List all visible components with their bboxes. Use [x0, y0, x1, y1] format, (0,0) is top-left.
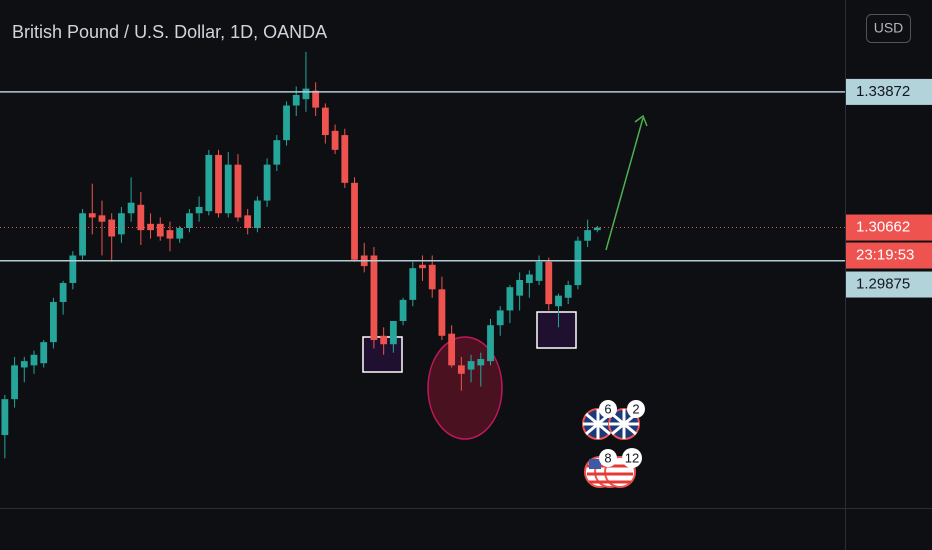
uk-flag-cross — [609, 409, 639, 439]
candle-body — [321, 107, 329, 136]
candle-body — [312, 90, 320, 108]
candle-body — [467, 361, 475, 370]
candle-body — [127, 202, 135, 214]
candle-body — [389, 320, 397, 345]
candle-body — [253, 200, 261, 229]
event-count: 2 — [632, 401, 639, 416]
candle-body — [20, 361, 28, 368]
candle-body — [69, 255, 77, 283]
candle-body — [457, 365, 465, 374]
candle-body — [147, 223, 154, 231]
candle-body — [263, 164, 271, 201]
candle-body — [215, 154, 222, 214]
us-flag-canton — [589, 459, 601, 469]
chart-title: British Pound / U.S. Dollar, 1D, OANDA — [12, 22, 327, 42]
candle-body — [11, 365, 18, 400]
candle-body — [166, 230, 174, 239]
level-label: 1.29875 — [856, 275, 910, 292]
event-count: 8 — [604, 450, 611, 465]
candles — [1, 51, 601, 459]
axes: 1.30662 23:19:53 1.33872 1.29875 — [846, 78, 932, 298]
candle-body — [574, 240, 582, 286]
candle-body — [50, 301, 57, 343]
candle-body — [30, 354, 38, 366]
candle-body — [370, 255, 378, 341]
candle-body — [283, 105, 290, 141]
candle-body — [195, 206, 203, 214]
event-badge — [622, 448, 642, 468]
overlay — [0, 91, 845, 262]
candle-body — [292, 94, 300, 106]
event-badge — [599, 449, 617, 467]
candle-body — [302, 88, 310, 100]
event-count: 12 — [625, 450, 639, 465]
candle-body — [487, 325, 494, 362]
candle-body — [273, 140, 281, 165]
candle-body — [399, 299, 407, 321]
candle-body — [185, 213, 193, 229]
event-badge — [599, 400, 617, 418]
candle-body — [380, 335, 388, 345]
candle-body — [234, 164, 242, 218]
candle-body — [118, 213, 125, 235]
candle-body — [224, 164, 232, 214]
candle-body — [1, 399, 9, 436]
candle-body — [516, 280, 524, 296]
candle-body — [584, 230, 592, 241]
candle-body — [108, 219, 116, 237]
candle-body — [244, 215, 252, 229]
event-flags: 6 2 8 12 — [582, 400, 645, 488]
last-price-box — [846, 214, 932, 241]
candle-body — [506, 287, 514, 311]
support-box — [536, 311, 577, 349]
uk-flag-cross — [583, 409, 613, 439]
currency-button[interactable] — [866, 14, 911, 43]
candle-body — [88, 213, 96, 218]
candle-body — [59, 282, 67, 302]
candle-body — [593, 227, 601, 231]
candle-body — [205, 154, 213, 212]
candle-body — [477, 359, 485, 366]
candle-body — [137, 204, 145, 231]
candle-body — [535, 261, 543, 281]
event-badge — [627, 400, 645, 418]
candle-body — [331, 130, 339, 150]
candle-body — [351, 182, 358, 260]
level-box — [846, 78, 932, 105]
candle-body — [496, 310, 504, 326]
candle-body — [438, 289, 446, 336]
candle-body — [79, 213, 86, 256]
candle-body — [448, 333, 456, 366]
candle-body — [525, 274, 533, 283]
candle-body — [176, 228, 184, 239]
candle-body — [428, 264, 436, 290]
arrow-head — [634, 114, 648, 127]
level-label: 1.33872 — [856, 83, 910, 100]
candle-body — [98, 215, 106, 222]
currency-label[interactable]: USD — [874, 20, 904, 36]
countdown-label: 23:19:53 — [856, 246, 914, 263]
level-box — [846, 271, 932, 298]
last-price-label: 1.30662 — [856, 218, 910, 235]
candle-body — [409, 268, 417, 300]
candle-body — [419, 264, 426, 269]
event-count: 6 — [604, 401, 611, 416]
candle-body — [555, 295, 562, 307]
candle-body — [341, 135, 349, 183]
countdown-box — [846, 242, 932, 269]
candle-body — [40, 342, 48, 364]
candle-body — [564, 285, 572, 298]
candle-body — [545, 261, 553, 305]
candle-body — [156, 223, 164, 237]
